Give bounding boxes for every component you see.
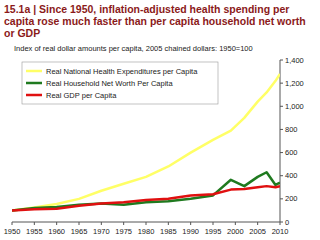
x-tick-label: 2010	[272, 227, 289, 236]
y-tick	[280, 106, 283, 107]
y-tick-label: 0	[285, 218, 289, 227]
x-tick	[101, 222, 102, 225]
x-tick	[235, 222, 236, 225]
x-tick	[34, 222, 35, 225]
legend-label: Real National Health Expenditures per Ca…	[46, 67, 198, 76]
x-tick-label: 1955	[26, 227, 43, 236]
series-line	[12, 186, 280, 210]
x-tick-label: 1965	[71, 227, 88, 236]
x-tick	[168, 222, 169, 225]
series-line	[12, 172, 280, 210]
y-tick-label: 200	[285, 194, 298, 203]
legend	[22, 62, 218, 104]
x-tick	[257, 222, 258, 225]
x-tick-label: 2000	[227, 227, 244, 236]
chart: 15.1a | Since 1950, inflation-adjusted h…	[0, 0, 320, 240]
x-tick-label: 1995	[205, 227, 222, 236]
y-tick-label: 800	[285, 125, 298, 134]
x-tick	[56, 222, 57, 225]
legend-swatch	[26, 94, 42, 97]
x-tick	[12, 222, 13, 225]
x-tick-label: 1975	[115, 227, 132, 236]
x-tick-label: 1980	[138, 227, 155, 236]
y-tick	[280, 152, 283, 153]
x-tick-label: 1970	[93, 227, 110, 236]
y-tick	[280, 175, 283, 176]
y-tick	[280, 198, 283, 199]
x-tick	[123, 222, 124, 225]
x-tick-label: 1990	[182, 227, 199, 236]
plot: 1950 1955 1960 1965 1970 1975 1980 1985 1990 1995…	[0, 0, 320, 240]
x-tick-label: 1950	[4, 227, 21, 236]
legend-swatch	[26, 82, 42, 85]
x-tick-label: 1960	[48, 227, 65, 236]
y-tick	[280, 222, 283, 223]
y-tick	[280, 60, 283, 61]
y-axis	[280, 60, 281, 222]
x-tick	[79, 222, 80, 225]
y-tick-label: 1,400	[285, 56, 304, 65]
y-tick-label: 1,000	[285, 102, 304, 111]
legend-swatch	[26, 70, 42, 73]
x-tick	[146, 222, 147, 225]
legend-label: Real Household Net Worth Per Capita	[46, 79, 173, 88]
legend-label: Real GDP per Capita	[46, 91, 117, 100]
y-tick	[280, 129, 283, 130]
x-tick-label: 1985	[160, 227, 177, 236]
y-tick-label: 600	[285, 148, 298, 157]
title: 15.1a | Since 1950, inflation-adjusted h…	[4, 3, 316, 39]
y-tick	[280, 83, 283, 84]
subtitle: Index of real dollar amounts per capita,…	[14, 44, 314, 53]
y-tick-label: 1,200	[285, 79, 304, 88]
x-tick	[190, 222, 191, 225]
y-tick-label: 400	[285, 171, 298, 180]
x-tick-label: 2005	[249, 227, 266, 236]
x-tick	[213, 222, 214, 225]
